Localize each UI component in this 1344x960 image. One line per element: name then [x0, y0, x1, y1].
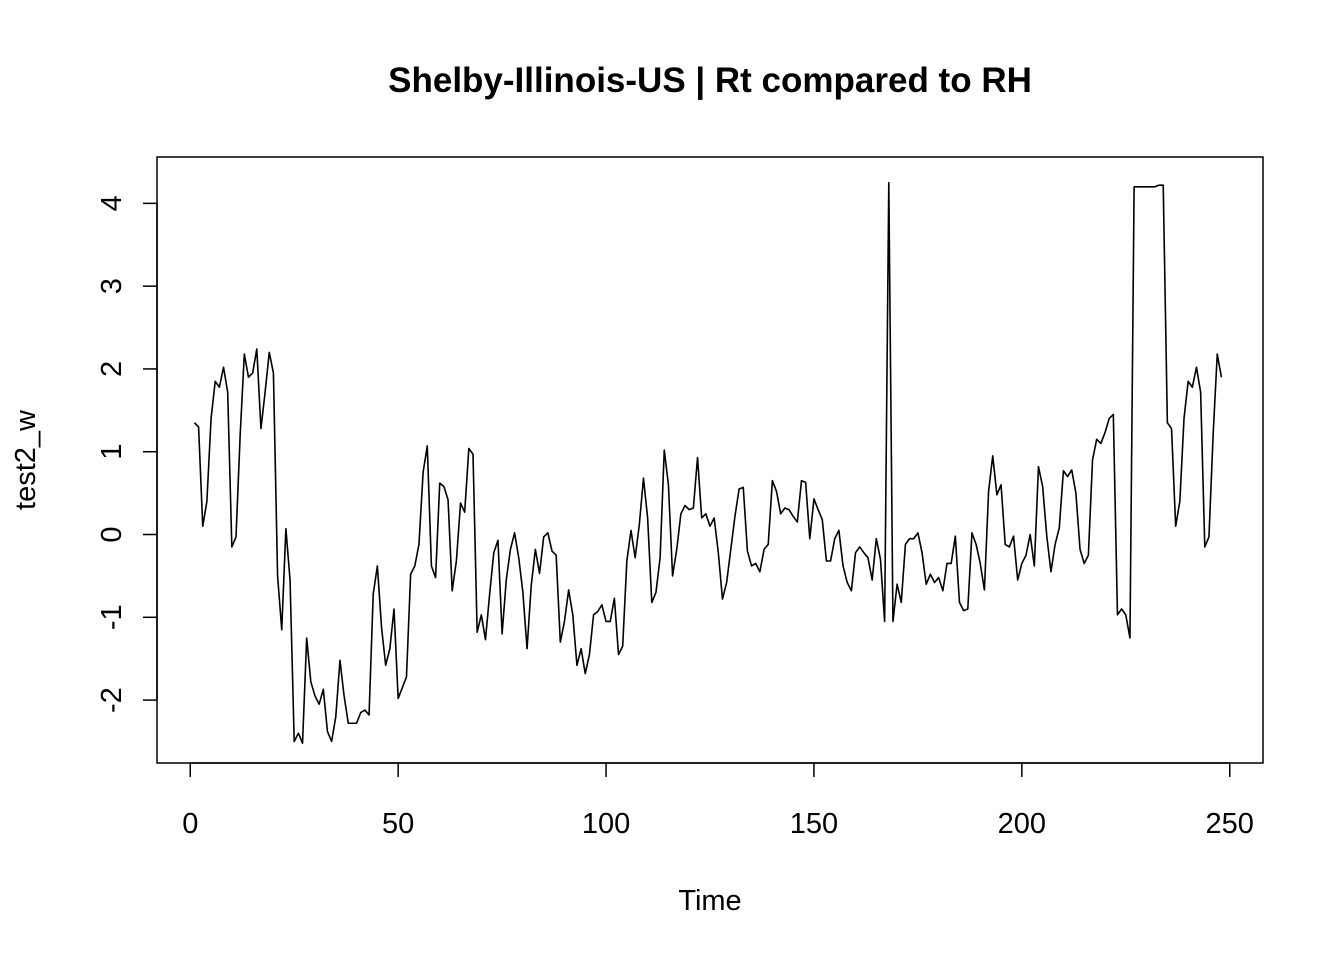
plot-frame [156, 156, 1264, 764]
x-tick-label: 0 [182, 808, 198, 840]
y-tick-label: 2 [96, 361, 128, 377]
y-axis: -2 -1 0 1 2 3 4 [96, 195, 158, 713]
x-tick-label: 100 [582, 808, 630, 840]
series-line [193, 181, 1223, 744]
y-tick-label: 4 [96, 195, 128, 211]
x-tick-label: 50 [382, 808, 414, 840]
x-tick-label: 250 [1206, 808, 1254, 840]
y-tick-label: 1 [96, 444, 128, 460]
y-tick-label: 0 [96, 526, 128, 542]
y-tick-label: -1 [96, 604, 128, 630]
chart-title: Shelby-Illinois-US | Rt compared to RH [388, 61, 1032, 100]
x-tick-label: 150 [790, 808, 838, 840]
y-axis-label: test2_w [10, 409, 42, 510]
x-tick-label: 200 [998, 808, 1046, 840]
x-axis: 0 50 100 150 200 250 [182, 762, 1254, 840]
y-tick-label: 3 [96, 278, 128, 294]
y-tick-label: -2 [96, 687, 128, 713]
x-axis-label: Time [678, 885, 741, 917]
